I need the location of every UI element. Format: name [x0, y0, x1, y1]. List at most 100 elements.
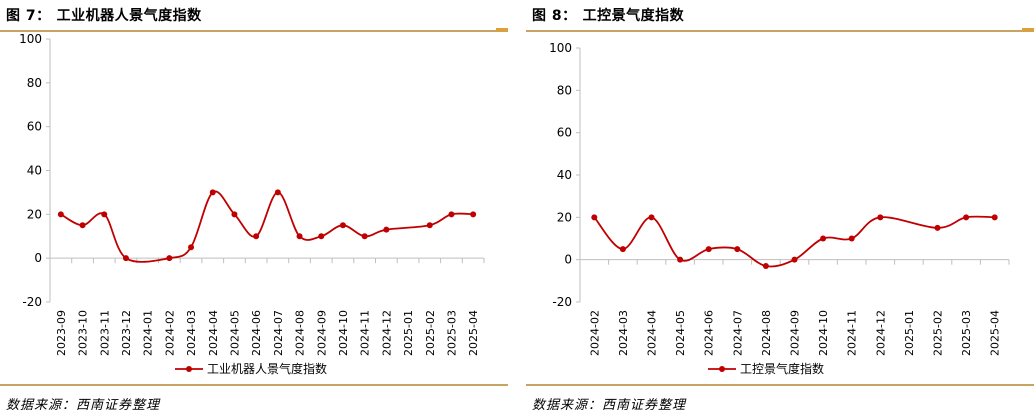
figure-number: 图 7：	[6, 8, 51, 24]
x-tick-label: 2025-02	[932, 310, 945, 356]
figure-title: 图 8： 工控景气度指数	[532, 5, 684, 25]
data-source: 数据来源：西南证券整理	[6, 398, 161, 413]
figure-title-text: 工业机器人景气度指数	[56, 8, 202, 24]
y-tick-label: 20	[27, 207, 42, 221]
data-point	[122, 255, 129, 262]
figure-8-panel: 图 8： 工控景气度指数 -20 0 20 40 60 80 100 2024-02 2024-0…	[526, 0, 1034, 416]
x-tick-label: 2024-01	[142, 310, 155, 356]
x-tick-label: 2024-10	[337, 310, 350, 356]
y-tick-label: 60	[27, 120, 42, 134]
x-tick-label: 2024-06	[703, 310, 716, 356]
y-tick-label: 80	[27, 76, 42, 90]
bottom-rule	[0, 384, 508, 386]
x-tick-label: 2025-01	[402, 310, 415, 356]
data-point	[253, 233, 260, 240]
data-point	[591, 214, 598, 221]
data-point	[619, 246, 626, 253]
figure-number: 图 8：	[532, 8, 577, 24]
y-tick-label: 100	[549, 41, 572, 55]
x-tick-label: 2024-08	[294, 310, 307, 356]
data-point	[166, 255, 173, 262]
x-tick-label: 2024-07	[731, 310, 744, 356]
x-tick-label: 2025-04	[467, 310, 480, 356]
x-tick-label: 2023-12	[120, 310, 133, 356]
top-rule	[526, 30, 1034, 32]
data-point	[820, 235, 827, 242]
data-point	[734, 246, 741, 253]
x-tick-label: 2024-12	[380, 310, 393, 356]
data-point	[934, 224, 941, 231]
data-point	[963, 214, 970, 221]
x-tick-label: 2024-08	[760, 310, 773, 356]
data-point	[448, 211, 455, 218]
y-tick-label: -20	[552, 295, 572, 309]
top-rule	[0, 30, 508, 32]
x-tick-label: 2024-09	[315, 310, 328, 356]
x-tick-label: 2025-03	[960, 310, 973, 356]
data-point	[383, 226, 390, 233]
industrial-control-index-chart: -20 0 20 40 60 80 100 2024-02 2024-03 2024-04 2024…	[549, 41, 1010, 376]
data-point	[318, 233, 325, 240]
accent-mark	[496, 28, 508, 31]
legend-label: 工业机器人景气度指数	[207, 361, 327, 376]
x-tick-label: 2024-06	[250, 310, 263, 356]
data-point	[296, 233, 303, 240]
y-tick-label: 40	[557, 168, 572, 182]
accent-mark	[1022, 28, 1034, 31]
x-tick-label: 2023-11	[98, 310, 111, 356]
x-tick-label: 2024-02	[163, 310, 176, 356]
y-tick-label: 40	[27, 164, 42, 178]
figure-title: 图 7： 工业机器人景气度指数	[6, 5, 202, 25]
x-tick-label: 2024-09	[789, 310, 802, 356]
data-point	[705, 246, 712, 253]
data-source: 数据来源：西南证券整理	[532, 398, 687, 413]
data-point	[101, 211, 108, 218]
x-tick-label: 2024-03	[185, 310, 198, 356]
x-tick-label: 2023-10	[77, 310, 90, 356]
y-tick-label: -20	[22, 295, 42, 309]
x-tick-label: 2025-03	[445, 310, 458, 356]
x-tick-label: 2024-07	[272, 310, 285, 356]
x-tick-label: 2024-05	[228, 310, 241, 356]
data-point	[470, 211, 477, 218]
data-point	[991, 214, 998, 221]
data-point	[231, 211, 238, 218]
x-tick-label: 2025-04	[989, 310, 1002, 356]
series-line	[60, 190, 474, 263]
legend-label: 工控景气度指数	[740, 361, 824, 376]
x-tick-label: 2024-04	[646, 310, 659, 356]
x-tick-label: 2024-12	[874, 310, 887, 356]
data-point	[848, 235, 855, 242]
data-point	[677, 256, 684, 263]
bottom-rule	[526, 384, 1034, 386]
data-point	[209, 189, 216, 196]
y-tick-label: 60	[557, 126, 572, 140]
data-point	[79, 222, 86, 229]
data-point	[426, 222, 433, 229]
data-point	[274, 189, 281, 196]
x-tick-label: 2025-01	[903, 310, 916, 356]
y-tick-label: 100	[19, 32, 42, 46]
x-tick-label: 2024-02	[588, 310, 601, 356]
data-point	[57, 211, 64, 218]
data-point	[361, 233, 368, 240]
x-tick-label: 2025-02	[424, 310, 437, 356]
data-point	[762, 263, 769, 270]
y-tick-label: 0	[34, 251, 42, 265]
y-tick-label: 0	[564, 253, 572, 267]
data-point	[339, 222, 346, 229]
x-tick-label: 2024-10	[817, 310, 830, 356]
x-tick-label: 2024-03	[617, 310, 630, 356]
y-tick-label: 20	[557, 210, 572, 224]
data-point	[188, 244, 195, 251]
x-tick-label: 2023-09	[55, 310, 68, 356]
x-tick-label: 2024-11	[359, 310, 372, 356]
figure-title-text: 工控景气度指数	[582, 8, 685, 24]
data-point	[648, 214, 655, 221]
legend-swatch-marker	[186, 366, 192, 372]
robot-index-chart: -20 0 20 40 60 80 100 2023-09 2023-10 2023-11 2023…	[19, 32, 485, 376]
figure-7-panel: 图 7： 工业机器人景气度指数 -20 0 20 40 60 80 100 2023-09 202…	[0, 0, 508, 416]
x-tick-label: 2024-05	[674, 310, 687, 356]
data-point	[791, 256, 798, 263]
y-tick-label: 80	[557, 83, 572, 97]
